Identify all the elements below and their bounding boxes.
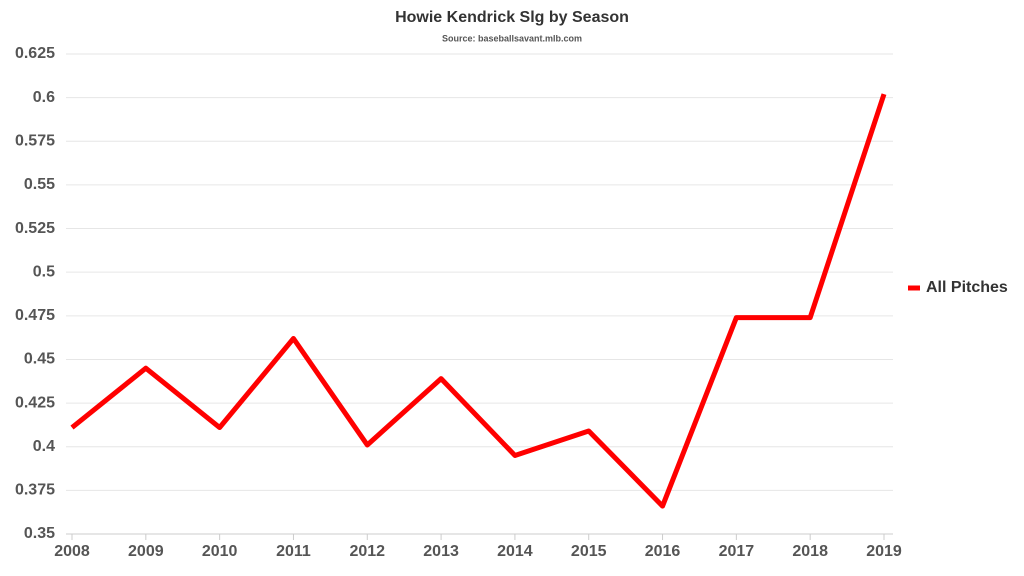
- x-tick-label: 2019: [866, 543, 902, 560]
- x-tick-label: 2013: [423, 543, 459, 560]
- y-tick-label: 0.575: [15, 132, 55, 149]
- data-line: [70, 93, 887, 509]
- y-tick-label: 0.375: [15, 482, 55, 499]
- x-tick-label: 2008: [54, 543, 90, 560]
- chart-subtitle: Source: baseballsavant.mlb.com: [442, 33, 582, 43]
- y-tick-label: 0.5: [33, 263, 55, 280]
- y-tick-label: 0.4: [33, 438, 55, 455]
- x-tick-label: 2015: [571, 543, 607, 560]
- y-tick-label: 0.475: [15, 307, 55, 324]
- x-tick-label: 2009: [128, 543, 164, 560]
- y-tick-label: 0.525: [15, 220, 55, 237]
- chart-title: Howie Kendrick Slg by Season: [395, 9, 629, 26]
- y-tick-label: 0.45: [24, 351, 55, 368]
- y-tick-label: 0.6: [33, 89, 55, 106]
- y-tick-label: 0.35: [24, 525, 55, 542]
- x-tick-label: 2016: [645, 543, 681, 560]
- x-tick-label: 2014: [497, 543, 533, 560]
- legend-label: All Pitches: [926, 279, 1008, 296]
- x-tick-label: 2011: [276, 543, 311, 560]
- y-tick-label: 0.55: [24, 176, 55, 193]
- x-tick-label: 2018: [792, 543, 828, 560]
- x-tick-label: 2017: [719, 543, 755, 560]
- x-tick-label: 2010: [202, 543, 238, 560]
- x-tick-label: 2012: [349, 543, 385, 560]
- y-tick-label: 0.425: [15, 394, 55, 411]
- y-tick-label: 0.625: [15, 45, 55, 62]
